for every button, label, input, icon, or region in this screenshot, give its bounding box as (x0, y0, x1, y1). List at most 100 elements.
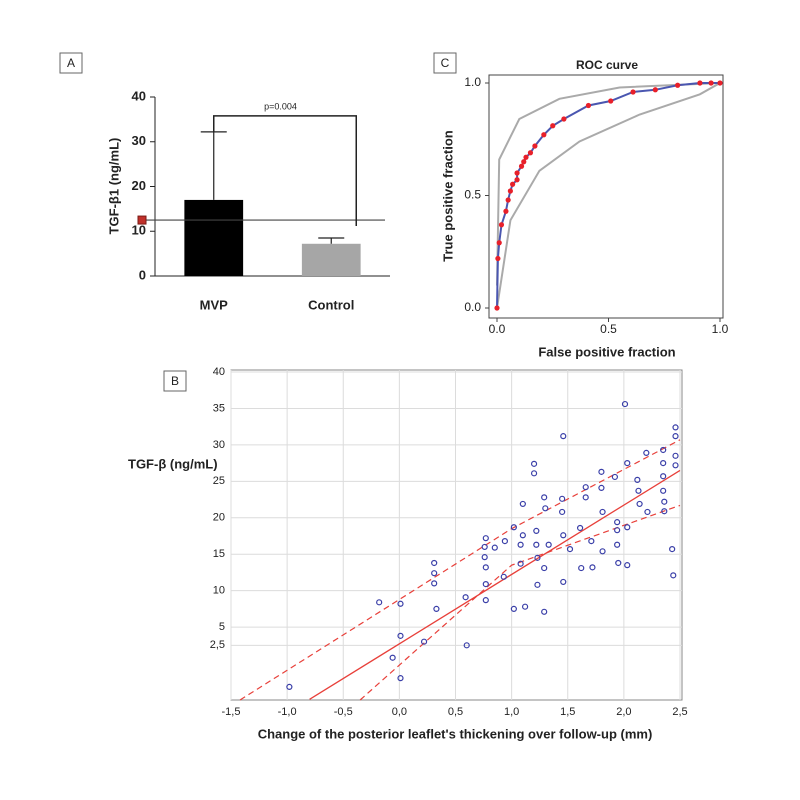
data-point (582, 494, 589, 501)
data-point (661, 498, 668, 505)
data-point (501, 538, 508, 545)
data-point (534, 581, 541, 588)
data-point (660, 446, 667, 454)
data-point (376, 599, 383, 606)
data-point (643, 449, 650, 457)
x-tick-label: MVP (200, 297, 229, 312)
y-tick-label: 35 (213, 402, 225, 414)
y-tick-label: 10 (213, 585, 225, 597)
data-point (463, 642, 470, 649)
panel-label: B (171, 374, 179, 388)
data-point (519, 532, 526, 539)
data-point (541, 564, 548, 572)
bar (301, 243, 361, 276)
data-point (634, 476, 641, 483)
y-tick-label: 10 (132, 223, 146, 238)
y-tick-label: 0.5 (464, 188, 481, 202)
data-point (433, 605, 440, 612)
data-point (533, 541, 540, 548)
x-tick-label: 1,5 (560, 706, 575, 718)
data-point (660, 460, 667, 467)
panel-label: C (441, 56, 450, 70)
data-point (462, 594, 469, 601)
data-point (482, 535, 489, 542)
roc-point (503, 208, 509, 214)
y-tick-label: 20 (132, 178, 146, 193)
data-point (636, 500, 643, 508)
confidence-curve (496, 82, 721, 286)
error-bar (200, 131, 227, 200)
data-point (588, 538, 595, 545)
roc-point (494, 305, 500, 311)
data-point (481, 554, 488, 561)
data-point (431, 570, 438, 577)
data-point (615, 559, 622, 567)
data-point (582, 484, 589, 491)
roc-point (708, 80, 714, 86)
data-point (614, 527, 621, 534)
data-point (510, 605, 517, 612)
data-point (672, 462, 679, 469)
y-axis-label: TGF-β1 (ng/mL) (106, 138, 121, 235)
data-point (624, 460, 631, 467)
data-point (660, 487, 667, 494)
data-point (669, 546, 676, 553)
data-point (566, 546, 574, 553)
data-point (517, 541, 524, 548)
x-tick-label: Control (308, 297, 354, 312)
data-point (560, 532, 567, 539)
data-point (670, 572, 677, 579)
roc-point (496, 240, 502, 246)
roc-point (585, 102, 592, 109)
y-tick-label: 40 (132, 88, 146, 103)
plot-frame (488, 74, 724, 319)
y-tick-label: 25 (213, 475, 225, 487)
bar (184, 199, 244, 276)
y-axis-label: TGF-β (ng/mL) (128, 456, 218, 471)
data-point (517, 560, 524, 567)
roc-point (550, 123, 556, 129)
data-point (624, 524, 631, 531)
roc-point (652, 87, 658, 93)
cutoff-marker (137, 215, 147, 225)
roc-point (514, 170, 520, 176)
data-point (672, 433, 679, 440)
plot-area (230, 369, 683, 701)
data-point (510, 524, 517, 531)
roc-point (498, 222, 505, 228)
roc-point (523, 154, 529, 160)
x-axis-label: False positive fraction (538, 344, 675, 359)
x-axis-label: Change of the posterior leaflet's thicke… (258, 726, 653, 741)
data-point (397, 600, 404, 607)
data-point (598, 468, 605, 475)
x-tick-label: 2,5 (672, 706, 687, 718)
error-bar (318, 237, 345, 244)
data-point (389, 654, 396, 661)
y-tick-label: 2,5 (210, 639, 225, 651)
data-point (661, 508, 668, 515)
data-point (431, 559, 438, 567)
roc-point (608, 98, 614, 104)
roc-point (561, 116, 567, 122)
panel-box (59, 52, 83, 74)
data-point (614, 519, 621, 526)
roc-point (521, 159, 527, 165)
data-point (542, 505, 549, 512)
x-tick-label: -1,5 (222, 706, 241, 718)
data-point (611, 473, 618, 481)
data-point (534, 554, 541, 561)
roc-point (527, 150, 534, 156)
x-tick-label: 1,0 (504, 706, 519, 718)
data-point (530, 470, 538, 477)
data-point (559, 495, 566, 502)
x-tick-label: 0,5 (448, 706, 463, 718)
y-tick-label: 30 (132, 133, 146, 148)
data-point (576, 524, 584, 532)
data-point (614, 541, 621, 548)
annotation: p=0.004 (264, 101, 297, 111)
roc-point (697, 80, 703, 86)
roc-point (510, 181, 516, 187)
x-tick-label: 2,0 (616, 706, 631, 718)
data-point (431, 580, 438, 587)
